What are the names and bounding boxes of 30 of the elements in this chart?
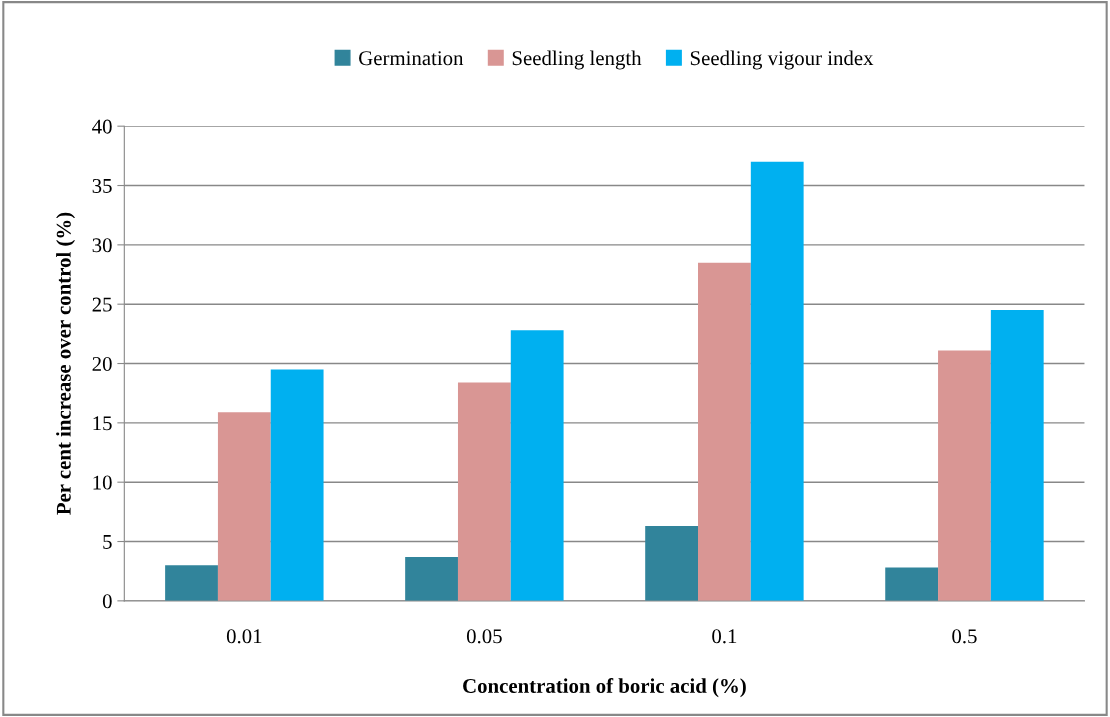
y-tick-label: 5 [103, 535, 112, 549]
y-tick-label: 40 [92, 119, 112, 134]
y-tick-label: 20 [92, 356, 112, 371]
bar [990, 310, 1044, 601]
bar [645, 526, 699, 601]
y-tick-label: 10 [93, 475, 112, 490]
legend-label: Seedling vigour index [690, 50, 874, 70]
bar [938, 350, 991, 601]
x-axis-title: Concentration of boric acid (%) [463, 678, 746, 698]
legend-label: Seedling length [512, 50, 642, 70]
y-tick-label: 30 [92, 238, 112, 253]
y-tick-label: 25 [92, 297, 112, 312]
bar [510, 330, 564, 601]
y-axis-title: Per cent increase over control (%) [56, 212, 76, 515]
bar [885, 567, 939, 601]
y-tick-label: 15 [93, 416, 112, 431]
bar [217, 412, 271, 601]
bar [405, 556, 458, 601]
legend-label: Germination [359, 51, 464, 66]
x-tick-label: 0.5 [952, 629, 977, 644]
x-tick-label: 0.1 [712, 629, 737, 644]
bar [457, 382, 511, 601]
x-tick-label: 0.05 [466, 629, 502, 644]
bar [698, 262, 751, 601]
bar [165, 565, 218, 601]
y-tick-label: 35 [92, 178, 112, 193]
x-tick-label: 0.01 [226, 629, 262, 644]
bar [270, 369, 324, 601]
y-tick-label: 0 [102, 594, 112, 609]
bar [750, 161, 804, 601]
